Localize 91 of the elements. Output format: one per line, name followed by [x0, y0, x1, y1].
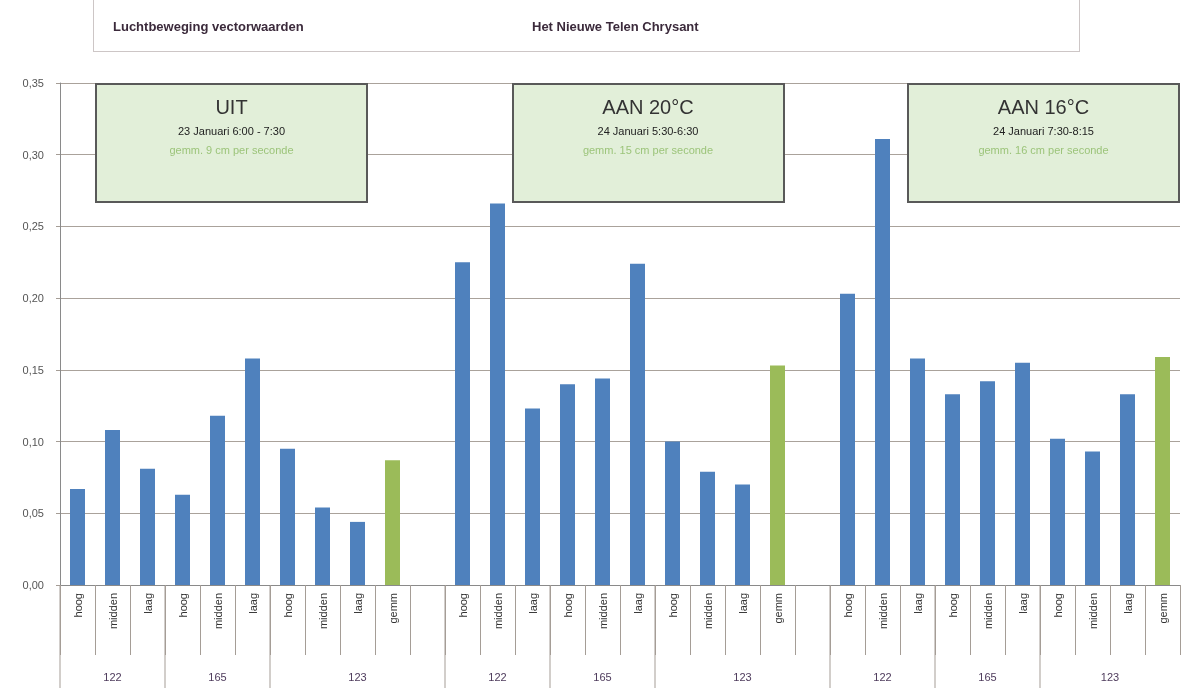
- x-tick-label: hoog: [1051, 593, 1064, 618]
- x-tick-label: midden: [701, 593, 714, 630]
- bar: [70, 488, 85, 585]
- text: 123: [1100, 671, 1120, 683]
- x-tick-label: hoog: [176, 593, 189, 618]
- x-tick-label: laag: [736, 593, 749, 614]
- note-box: UIT 23 Januari 6:00 - 7:30 gemm. 9 cm per seconde: [95, 83, 368, 203]
- bar: [1085, 451, 1100, 585]
- bar: [1120, 394, 1135, 585]
- bar: [105, 430, 120, 585]
- bar: [1015, 362, 1030, 585]
- x-tick-label: laag: [911, 593, 924, 614]
- bar: [245, 358, 260, 585]
- x-tick-label: hoog: [841, 593, 854, 618]
- x-tick-label: midden: [596, 593, 609, 630]
- bar: [770, 365, 785, 585]
- bar: [840, 293, 855, 585]
- annotation: 24 Januari 5:30-6:30: [597, 124, 699, 138]
- x-tick-label: laag: [1121, 593, 1134, 614]
- bar: [350, 521, 365, 585]
- bar: [140, 468, 155, 585]
- bar: [210, 415, 225, 585]
- y-tick-label: 0,00: [22, 579, 44, 591]
- bar: [1155, 356, 1170, 585]
- bar: [700, 471, 715, 585]
- x-tick-label: laag: [526, 593, 539, 614]
- bar: [560, 384, 575, 585]
- y-tick-label: 0,30: [22, 148, 44, 161]
- x-tick-label: midden: [316, 593, 329, 630]
- chart-subtitle: Het Nieuwe Telen Chrysant: [532, 19, 700, 34]
- y-tick-label: 0,25: [22, 220, 44, 233]
- x-tick-label: midden: [1086, 593, 1099, 630]
- y-tick-label: 0,20: [22, 292, 44, 305]
- text: 165: [208, 671, 227, 683]
- text: 165: [978, 671, 997, 683]
- bar: [455, 262, 470, 585]
- note-box: AAN 16°C 24 Januari 7:30-8:15 gemm. 16 cm per seconde: [907, 83, 1180, 203]
- bar: [1050, 438, 1065, 585]
- x-tick-label: laag: [246, 593, 259, 614]
- bar: [735, 484, 750, 585]
- y-tick-label: 0,15: [22, 363, 44, 376]
- bar: [945, 394, 960, 585]
- x-tick-label: laag: [351, 593, 364, 614]
- note-box: AAN 20°C 24 Januari 5:30-6:30 gemm. 15 cm per seconde: [511, 83, 785, 203]
- text: 122: [488, 671, 507, 683]
- bar: [980, 381, 995, 585]
- x-tick-label: hoog: [456, 593, 469, 618]
- x-tick-label: laag: [141, 593, 154, 614]
- x-tick-label: laag: [1016, 593, 1029, 614]
- y-tick-label: 0,35: [22, 77, 44, 89]
- x-tick-label: hoog: [561, 593, 574, 618]
- annotation: gemm. 16 cm per seconde: [978, 143, 1109, 157]
- x-tick-label: hoog: [666, 593, 679, 618]
- x-tick-label: midden: [106, 593, 119, 630]
- chart-title: Luchtbeweging vectorwaarden: [113, 19, 304, 34]
- x-tick-label: gemm: [1156, 593, 1169, 624]
- bar: [630, 263, 645, 585]
- bar: [910, 358, 925, 585]
- x-tick-label: hoog: [71, 593, 84, 618]
- x-tick-label: gemm: [771, 593, 784, 624]
- annotation: AAN 20°C: [602, 95, 694, 119]
- x-tick-label: gemm: [386, 593, 399, 624]
- bar: [525, 408, 540, 585]
- text: 122: [103, 671, 122, 683]
- text: 123: [733, 671, 752, 683]
- x-tick-label: midden: [491, 593, 504, 630]
- annotation: gemm. 15 cm per seconde: [582, 143, 714, 157]
- bar: [875, 138, 890, 585]
- y-tick-label: 0,05: [22, 507, 44, 520]
- text: 122: [873, 671, 892, 683]
- text: 165: [593, 671, 612, 683]
- x-tick-label: laag: [631, 593, 644, 614]
- x-tick-label: hoog: [946, 593, 959, 618]
- bar: [595, 378, 610, 585]
- x-tick-label: hoog: [281, 593, 294, 618]
- annotation: 23 Januari 6:00 - 7:30: [177, 124, 286, 138]
- bar: [280, 448, 295, 585]
- bar: [385, 460, 400, 585]
- x-tick-label: midden: [876, 593, 889, 630]
- annotation: gemm. 9 cm per seconde: [169, 143, 294, 157]
- y-tick-label: 0,10: [22, 435, 44, 448]
- bar: [315, 507, 330, 585]
- bar: [665, 441, 680, 585]
- annotation: 24 Januari 7:30-8:15: [993, 124, 1094, 138]
- x-tick-label: midden: [981, 593, 994, 630]
- annotation: UIT: [215, 95, 248, 119]
- text: 123: [348, 671, 367, 683]
- bar: [175, 494, 190, 585]
- annotation: AAN 16°C: [997, 95, 1090, 119]
- bar: [490, 203, 505, 585]
- x-tick-label: midden: [211, 593, 224, 630]
